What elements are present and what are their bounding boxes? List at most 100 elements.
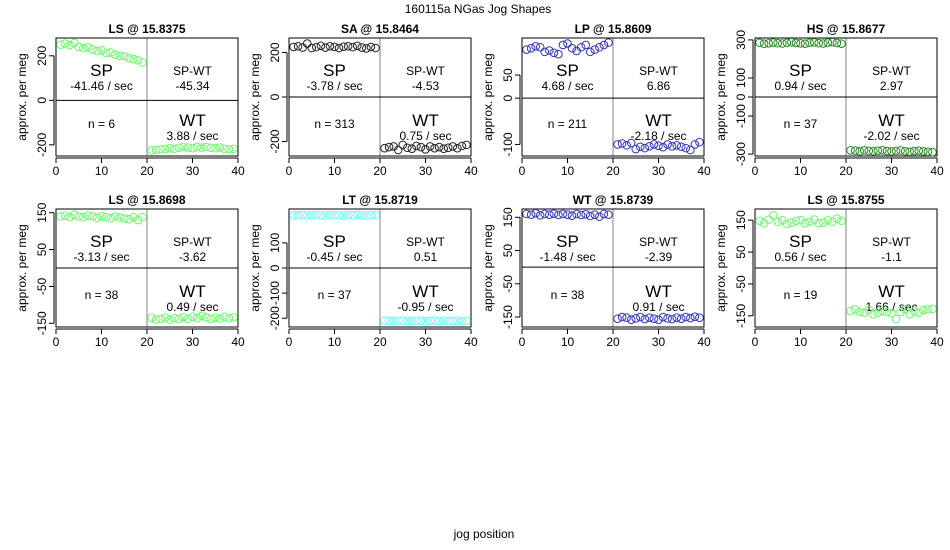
wt-point: [636, 142, 645, 152]
sp-rate: -0.45 / sec: [306, 250, 362, 264]
wt-point: [430, 143, 439, 153]
sp-point: [119, 51, 129, 61]
sp-point: [549, 48, 559, 58]
x-tick-label: 20: [373, 164, 387, 178]
sp-point: [330, 42, 339, 52]
sp-point: [289, 210, 298, 220]
sp-point: [97, 45, 106, 55]
wt-point: [626, 315, 636, 324]
sp-point: [545, 210, 554, 219]
sp-point: [129, 212, 138, 222]
y-tick-label: 200: [268, 42, 282, 62]
wt-label: WT: [645, 111, 671, 130]
wt-point: [855, 146, 864, 156]
sp-point: [293, 41, 303, 51]
x-axis: 0 10 20 30 40: [519, 328, 711, 349]
y-axis-label: approx. per meg: [481, 53, 495, 140]
sp-point: [106, 213, 115, 223]
spwt-value: -3.62: [179, 250, 207, 264]
y-tick-label: -200: [268, 306, 282, 330]
sp-point: [590, 45, 600, 54]
y-tick-label: -50: [734, 275, 748, 293]
wt-point: [617, 312, 627, 322]
y-axis-label: approx. per meg: [714, 224, 728, 311]
sp-point: [352, 41, 362, 51]
sp-point: [567, 43, 577, 53]
sp-point: [119, 214, 129, 223]
sp-point: [604, 38, 613, 47]
y-tick-label: -50: [501, 275, 515, 293]
y-tick-label: 100: [734, 68, 748, 88]
sp-point: [558, 209, 568, 219]
sp-point: [56, 212, 65, 221]
sp-point: [837, 39, 846, 49]
wt-point: [676, 142, 686, 152]
sp-point: [321, 43, 330, 52]
sp-point: [585, 47, 595, 57]
x-tick-label: 30: [186, 164, 200, 178]
sp-point: [83, 211, 93, 220]
sp-point: [79, 212, 88, 222]
x-tick-label: 0: [519, 335, 526, 349]
x-tick-label: 20: [606, 335, 620, 349]
sp-point: [814, 38, 824, 48]
wt-point: [896, 146, 905, 155]
sp-point: [325, 41, 335, 51]
wt-point: [443, 143, 453, 153]
y-tick-label: -200: [268, 129, 282, 153]
spwt-label: SP-WT: [872, 235, 911, 249]
wt-point: [380, 143, 389, 153]
sp-point: [129, 54, 138, 64]
data-points: [289, 210, 471, 326]
sp-point: [828, 37, 837, 47]
wt-point: [640, 143, 650, 153]
sp-rate: -3.13 / sec: [73, 250, 129, 264]
wt-point: [681, 312, 691, 322]
x-tick-label: 0: [752, 335, 759, 349]
plot-frame: [521, 208, 705, 328]
sp-point: [526, 43, 536, 53]
wt-point: [165, 315, 175, 324]
sp-point: [330, 210, 339, 220]
sp-label: SP: [556, 61, 579, 80]
wt-point: [425, 142, 435, 151]
wt-point: [905, 309, 915, 319]
wt-point: [631, 314, 641, 323]
sp-point: [74, 212, 84, 221]
wt-point: [900, 146, 910, 156]
sp-point: [343, 210, 353, 220]
wt-point: [887, 308, 896, 318]
sp-point: [371, 210, 380, 220]
sp-point: [366, 42, 376, 52]
wt-point: [928, 304, 937, 314]
sp-point: [325, 210, 335, 220]
y-tick-label: 50: [734, 245, 748, 259]
plot-frame: [754, 37, 938, 157]
x-tick-label: 40: [464, 164, 478, 178]
sp-label: SP: [323, 61, 346, 80]
sp-point: [832, 214, 842, 223]
y-tick-label: 300: [734, 30, 748, 50]
x-tick-label: 40: [697, 164, 711, 178]
x-tick-label: 30: [652, 335, 666, 349]
x-tick-label: 40: [930, 335, 944, 349]
plot-frame: [55, 37, 239, 157]
y-axis-label: approx. per meg: [15, 53, 29, 140]
wt-point: [407, 144, 417, 153]
sp-point: [88, 45, 97, 54]
wt-label: WT: [412, 282, 438, 301]
wt-point: [197, 143, 206, 152]
spwt-value: 6.86: [647, 79, 671, 93]
y-tick-label: 100: [268, 233, 282, 253]
sp-rate: 0.56 / sec: [774, 250, 826, 264]
data-points: [522, 38, 704, 155]
sp-point: [823, 215, 833, 225]
sp-point: [759, 39, 769, 49]
sp-point: [796, 39, 805, 48]
sp-point: [805, 217, 814, 227]
sp-point: [818, 39, 828, 48]
sp-label: SP: [323, 232, 346, 251]
wt-point: [891, 314, 901, 324]
x-tick-label: 30: [885, 164, 899, 178]
sp-point: [778, 39, 787, 48]
